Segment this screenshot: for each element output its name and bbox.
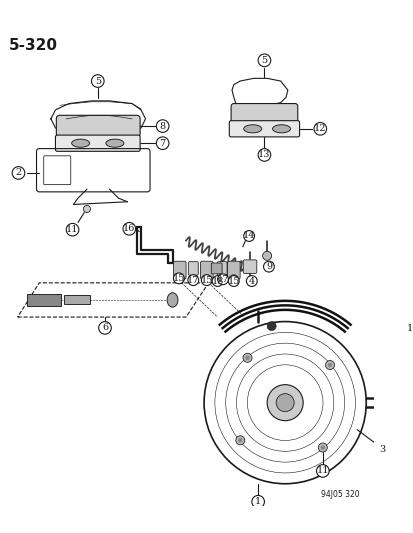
Text: 15: 15 <box>200 276 212 285</box>
Circle shape <box>251 496 264 508</box>
Text: 3: 3 <box>378 445 385 454</box>
Circle shape <box>91 75 104 87</box>
Circle shape <box>406 322 413 335</box>
Circle shape <box>237 438 242 442</box>
Ellipse shape <box>272 125 290 133</box>
Circle shape <box>202 274 211 284</box>
Circle shape <box>242 353 252 362</box>
Text: 9: 9 <box>265 262 271 271</box>
Circle shape <box>244 356 249 360</box>
Circle shape <box>325 360 334 369</box>
Circle shape <box>375 443 388 456</box>
Circle shape <box>156 137 169 150</box>
Circle shape <box>243 231 254 241</box>
Text: 18: 18 <box>211 277 223 286</box>
Text: 17: 17 <box>216 274 229 284</box>
FancyBboxPatch shape <box>200 261 213 279</box>
FancyBboxPatch shape <box>243 260 256 273</box>
FancyBboxPatch shape <box>173 261 185 279</box>
Circle shape <box>320 445 324 450</box>
Text: 15: 15 <box>227 277 240 286</box>
Text: 5-320: 5-320 <box>9 38 57 53</box>
Circle shape <box>246 276 256 286</box>
Circle shape <box>263 261 274 272</box>
Circle shape <box>258 54 270 67</box>
Circle shape <box>123 222 135 235</box>
Text: 1: 1 <box>254 497 261 506</box>
Circle shape <box>258 149 270 161</box>
Circle shape <box>228 276 239 286</box>
Circle shape <box>212 276 223 286</box>
FancyBboxPatch shape <box>188 262 198 275</box>
Text: 94J05 320: 94J05 320 <box>320 490 359 499</box>
Circle shape <box>175 274 184 284</box>
Ellipse shape <box>71 139 90 147</box>
FancyBboxPatch shape <box>230 103 297 123</box>
Circle shape <box>275 394 294 411</box>
Text: 7: 7 <box>159 139 165 148</box>
Circle shape <box>262 252 271 260</box>
Circle shape <box>316 465 328 477</box>
Circle shape <box>217 274 228 285</box>
Circle shape <box>98 321 111 334</box>
Ellipse shape <box>243 125 261 133</box>
Circle shape <box>327 363 332 367</box>
FancyBboxPatch shape <box>211 263 221 274</box>
Ellipse shape <box>167 293 178 307</box>
Circle shape <box>229 274 238 284</box>
Circle shape <box>173 273 184 284</box>
Circle shape <box>156 120 169 132</box>
Text: 17: 17 <box>187 276 199 285</box>
FancyBboxPatch shape <box>229 120 299 137</box>
Text: 11: 11 <box>66 225 78 234</box>
Text: 8: 8 <box>159 122 165 131</box>
Circle shape <box>12 167 25 179</box>
Text: 10: 10 <box>406 324 413 333</box>
Circle shape <box>266 385 302 421</box>
Circle shape <box>318 443 327 452</box>
Circle shape <box>83 205 90 213</box>
Text: 12: 12 <box>313 124 326 133</box>
FancyBboxPatch shape <box>56 115 140 137</box>
Text: 4: 4 <box>248 277 254 286</box>
Text: 16: 16 <box>123 224 135 233</box>
Text: 5: 5 <box>95 77 101 85</box>
FancyBboxPatch shape <box>217 262 226 275</box>
Circle shape <box>201 274 212 286</box>
FancyBboxPatch shape <box>64 295 90 304</box>
Text: 6: 6 <box>102 324 108 333</box>
Circle shape <box>266 321 275 330</box>
Text: 14: 14 <box>242 231 255 240</box>
Text: 11: 11 <box>316 466 328 475</box>
FancyBboxPatch shape <box>55 135 140 151</box>
Text: 15: 15 <box>172 274 185 283</box>
Circle shape <box>66 223 78 236</box>
Text: 2: 2 <box>15 168 21 177</box>
Text: 13: 13 <box>258 150 270 159</box>
FancyBboxPatch shape <box>26 294 61 306</box>
Circle shape <box>188 274 198 286</box>
Ellipse shape <box>106 139 123 147</box>
Text: 5: 5 <box>261 56 267 65</box>
Circle shape <box>235 436 244 445</box>
FancyBboxPatch shape <box>227 261 240 279</box>
Circle shape <box>313 123 326 135</box>
